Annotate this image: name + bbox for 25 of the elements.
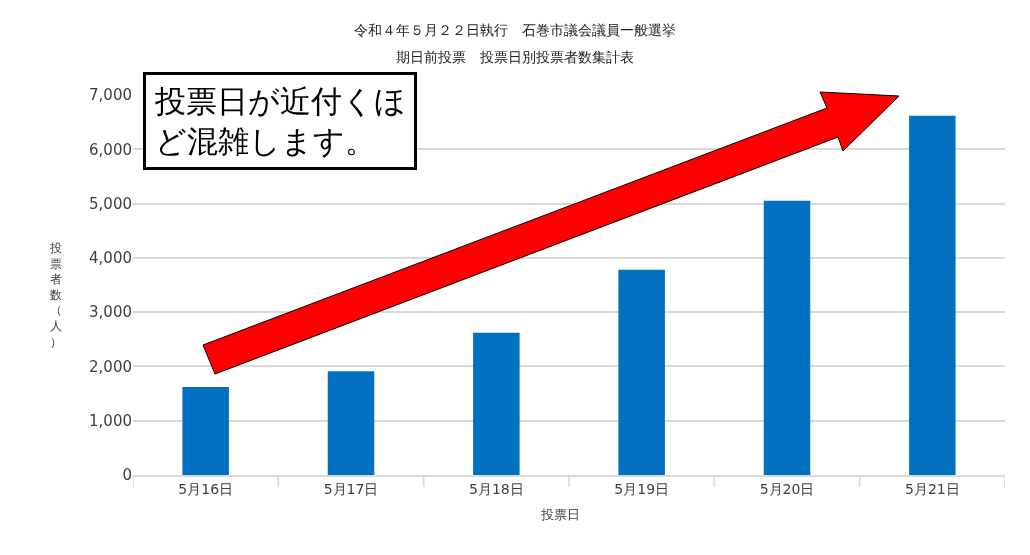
x-tick-label: 5月17日	[323, 480, 379, 497]
x-tick-label: 5月20日	[759, 480, 815, 497]
x-axis-title: 投票日	[540, 507, 580, 522]
bar	[473, 332, 520, 475]
annotation: 投票日が近付くほど混雑します。	[154, 83, 406, 160]
y-tick-label: 5,000	[89, 194, 132, 213]
x-tick-label: 5月19日	[614, 480, 670, 497]
chart-subtitle: 期日前投票 投票日別投票者数集計表	[396, 49, 634, 65]
y-tick-label: 0	[122, 466, 132, 485]
x-tick-label: 5月18日	[468, 480, 524, 497]
y-tick-label: 6,000	[89, 140, 132, 159]
chart-title: 令和４年５月２２日執行 石巻市議会議員一般選挙	[354, 22, 676, 38]
bar	[327, 371, 375, 475]
y-tick-label: 1,000	[89, 411, 132, 430]
y-tick-label: 4,000	[89, 249, 132, 268]
y-axis-title: 投票者数（人）	[49, 241, 62, 349]
y-tick-label: 3,000	[89, 303, 132, 322]
bar	[909, 115, 956, 475]
x-tick-label: 5月16日	[178, 480, 234, 497]
y-tick-label: 7,000	[89, 86, 132, 105]
x-tick-label: 5月21日	[904, 480, 960, 497]
bar	[182, 387, 229, 475]
y-tick-label: 2,000	[89, 357, 132, 376]
bar	[618, 269, 665, 475]
bar	[763, 200, 811, 475]
